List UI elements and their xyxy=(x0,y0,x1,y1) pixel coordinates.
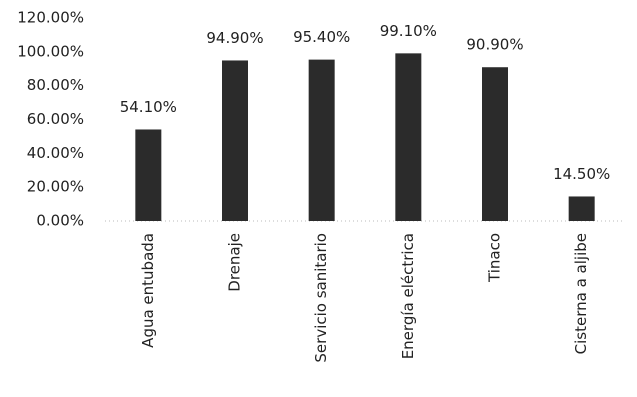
value-label: 94.90% xyxy=(206,29,263,47)
bar xyxy=(135,129,162,221)
y-tick-label: 0.00% xyxy=(36,212,84,230)
x-tick-label: Drenaje xyxy=(226,233,244,292)
y-tick-label: 20.00% xyxy=(27,178,84,196)
bar xyxy=(308,59,335,221)
bar xyxy=(222,60,248,222)
y-tick-label: 80.00% xyxy=(27,76,84,94)
value-label: 90.90% xyxy=(466,36,523,54)
value-label: 95.40% xyxy=(293,28,350,46)
value-label: 14.50% xyxy=(553,165,610,183)
y-tick-label: 60.00% xyxy=(27,110,84,128)
x-tick-label: Servicio sanitario xyxy=(312,233,330,363)
y-tick-label: 100.00% xyxy=(17,42,84,60)
y-tick-label: 40.00% xyxy=(27,144,84,162)
value-label: 99.10% xyxy=(380,22,437,40)
bar xyxy=(568,196,595,221)
x-tick-label: Tinaco xyxy=(486,233,504,283)
bar xyxy=(482,67,508,221)
value-label: 54.10% xyxy=(120,98,177,116)
y-tick-label: 120.00% xyxy=(17,9,84,27)
bar xyxy=(395,53,422,221)
x-tick-label: Agua entubada xyxy=(139,233,157,348)
x-tick-label: Cisterna a aljibe xyxy=(572,233,590,354)
x-tick-label: Energía eléctrica xyxy=(399,233,417,359)
